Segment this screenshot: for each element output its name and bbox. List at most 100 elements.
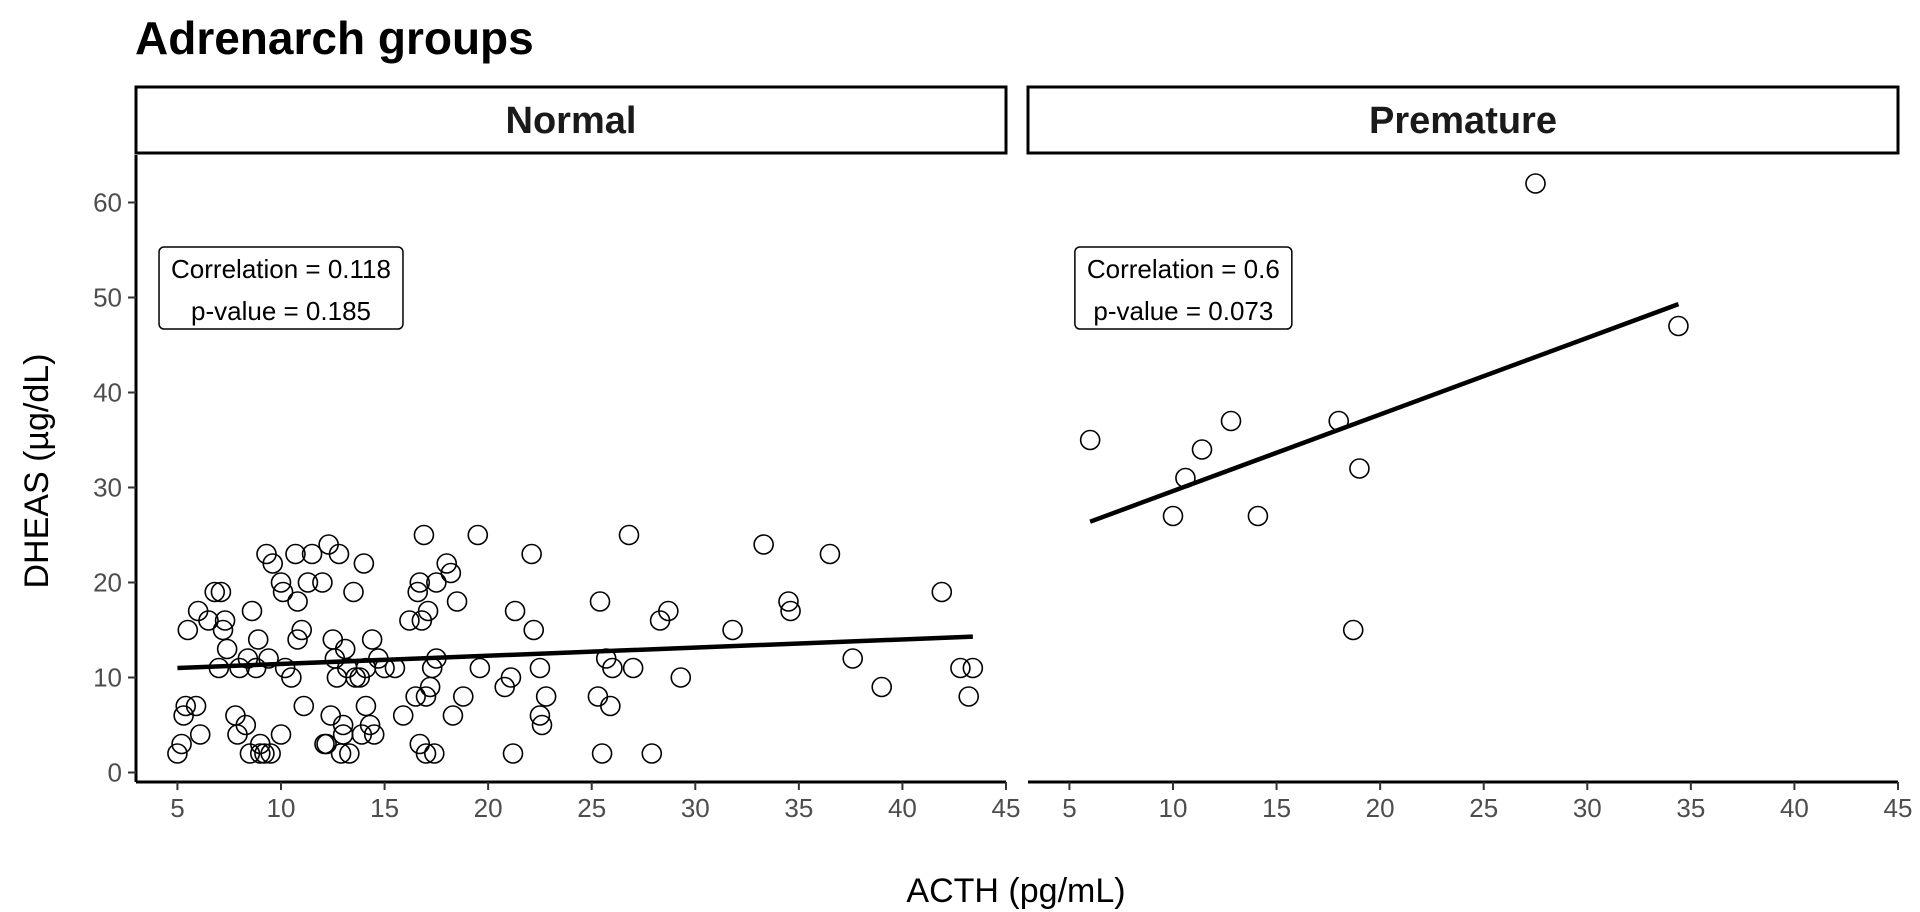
strip-normal [134, 85, 1008, 155]
data-point [1191, 439, 1213, 460]
data-point [413, 524, 435, 546]
data-point [355, 695, 377, 717]
data-point [343, 581, 364, 603]
data-point [167, 743, 188, 764]
x-tick-label: 5 [170, 793, 184, 823]
data-point [291, 619, 313, 641]
data-point [1342, 619, 1364, 641]
data-point [440, 562, 462, 584]
x-tick-label: 10 [1159, 793, 1188, 823]
data-point [423, 743, 445, 764]
data-point [330, 743, 352, 764]
annotation-box [158, 246, 404, 330]
data-point [297, 572, 319, 593]
data-point [361, 629, 383, 650]
regression-line [177, 634, 973, 671]
regression-line [1089, 302, 1680, 524]
data-point [670, 667, 692, 688]
y-tick-label: 0 [108, 758, 122, 788]
data-point [260, 743, 281, 764]
data-point [962, 657, 984, 679]
x-tick-label: 30 [681, 793, 710, 823]
data-point [198, 610, 219, 631]
data-point [819, 543, 841, 565]
data-point [214, 610, 236, 631]
data-point [504, 600, 526, 622]
annotation-text: p-value = 0.185 [191, 296, 371, 326]
x-tick-label: 20 [1366, 793, 1395, 823]
data-point [328, 543, 350, 565]
facet-panels: Normal 0 10 20 30 40 50 60 5 10 15 20 25 30 35 40 45 Corr… [93, 85, 1912, 823]
x-axis-title: ACTH (pg/mL) [906, 872, 1125, 910]
x-tick-label: 45 [992, 793, 1021, 823]
data-point [658, 600, 679, 622]
data-point [452, 686, 474, 707]
data-point [301, 543, 323, 565]
data-point [436, 553, 458, 574]
data-point [753, 534, 774, 555]
data-point [426, 572, 447, 593]
data-point [287, 591, 308, 612]
x-tick-label: 25 [577, 793, 606, 823]
panel-normal: Normal 0 10 20 30 40 50 60 5 10 15 20 25 30 35 40 45 Corr… [93, 85, 1021, 823]
x-tick-label: 30 [1573, 793, 1602, 823]
x-tick-label: 35 [784, 793, 813, 823]
data-point [622, 657, 644, 679]
annotation-text: p-value = 0.073 [1093, 296, 1273, 326]
strip-label-normal: Normal [506, 100, 637, 142]
data-point [842, 648, 864, 669]
data-point [359, 714, 381, 736]
data-point [353, 553, 375, 574]
x-tick-label: 15 [1262, 793, 1291, 823]
data-point [871, 676, 893, 698]
data-point [778, 591, 799, 612]
data-point [171, 733, 192, 755]
strip-label-premature: Premature [1369, 100, 1557, 142]
x-tick-label: 40 [888, 793, 917, 823]
data-point [407, 581, 429, 603]
data-point [1349, 458, 1370, 479]
data-point [312, 572, 333, 593]
x-tick-label: 25 [1469, 793, 1498, 823]
data-point [249, 743, 271, 764]
data-point [175, 695, 197, 717]
data-point [1220, 410, 1242, 432]
data-point [272, 581, 294, 603]
data-point [442, 705, 464, 726]
data-point [1525, 173, 1546, 194]
data-point [415, 686, 437, 707]
x-tick-label: 10 [267, 793, 296, 823]
data-point [618, 524, 640, 546]
data-point [287, 629, 308, 650]
data-point [1668, 315, 1689, 337]
y-tick-label: 10 [93, 663, 122, 693]
data-point [320, 705, 342, 726]
data-point [931, 581, 953, 603]
data-point [1247, 505, 1269, 527]
annotation-text: Correlation = 0.118 [171, 254, 391, 284]
y-tick-label: 40 [93, 378, 122, 408]
data-point [417, 600, 439, 622]
data-point [587, 686, 609, 707]
y-axis-title: DHEAS (µg/dL) [18, 354, 56, 589]
x-tick-label: 35 [1676, 793, 1705, 823]
y-tick-label: 30 [93, 473, 122, 503]
data-point [270, 572, 292, 593]
data-point [405, 686, 426, 707]
data-point [363, 724, 385, 745]
data-point [641, 743, 663, 764]
data-point [235, 714, 257, 736]
data-point [409, 572, 431, 593]
data-point [262, 553, 284, 574]
data-point [322, 629, 344, 650]
data-point [247, 629, 269, 650]
data-point [332, 714, 354, 736]
data-point [241, 600, 263, 622]
y-tick-label: 60 [93, 188, 122, 218]
chart-title: Adrenarch groups [135, 12, 534, 64]
panel-premature: Premature 5 10 15 20 25 30 35 40 45 Correlation = … [1026, 85, 1912, 823]
data-point [531, 714, 553, 736]
data-point [521, 543, 542, 565]
data-point [958, 686, 980, 707]
